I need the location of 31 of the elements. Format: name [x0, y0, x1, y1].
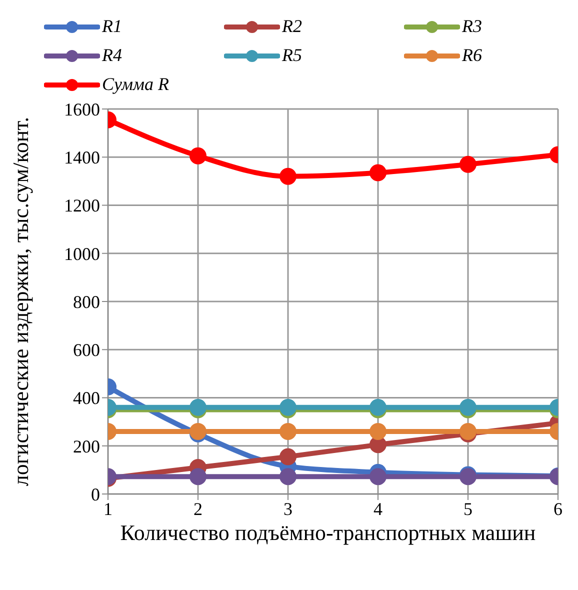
x-tick-label: 2	[194, 498, 202, 519]
y-tick-label: 400	[73, 388, 100, 408]
legend-label: R2	[282, 16, 302, 37]
x-tick-label: 5	[464, 498, 472, 519]
y-axis-title: логистические издержки, тыс.сум/конт.	[8, 116, 33, 486]
point	[280, 448, 296, 466]
x-tick-label: 1	[104, 498, 112, 519]
legend-label: R5	[282, 45, 302, 66]
y-tick-label: 1200	[64, 196, 100, 216]
point	[280, 422, 296, 440]
legend-label: R6	[462, 45, 482, 66]
y-tick-label: 200	[73, 436, 100, 456]
legend-label: R3	[462, 16, 482, 37]
x-tick-label: 3	[284, 498, 292, 519]
y-tick-label: 600	[73, 340, 100, 360]
y-tick-label: 800	[73, 292, 100, 312]
point	[280, 168, 296, 185]
y-tick-label: 1600	[64, 99, 100, 120]
x-axis-title: Количество подъёмно-транспортных машин	[119, 520, 537, 545]
point	[280, 468, 296, 486]
legend-label: Сумма R	[102, 74, 170, 95]
point	[370, 468, 386, 486]
point	[370, 422, 386, 440]
legend-label: R1	[102, 16, 122, 37]
y-tick-label: 1400	[64, 148, 100, 168]
x-tick-label: 4	[374, 498, 382, 519]
legend-label: R4	[102, 45, 122, 66]
x-tick-label: 6	[554, 498, 562, 519]
point	[370, 164, 386, 182]
y-tick-label: 0	[91, 484, 100, 504]
y-tick-label: 1000	[64, 244, 100, 264]
